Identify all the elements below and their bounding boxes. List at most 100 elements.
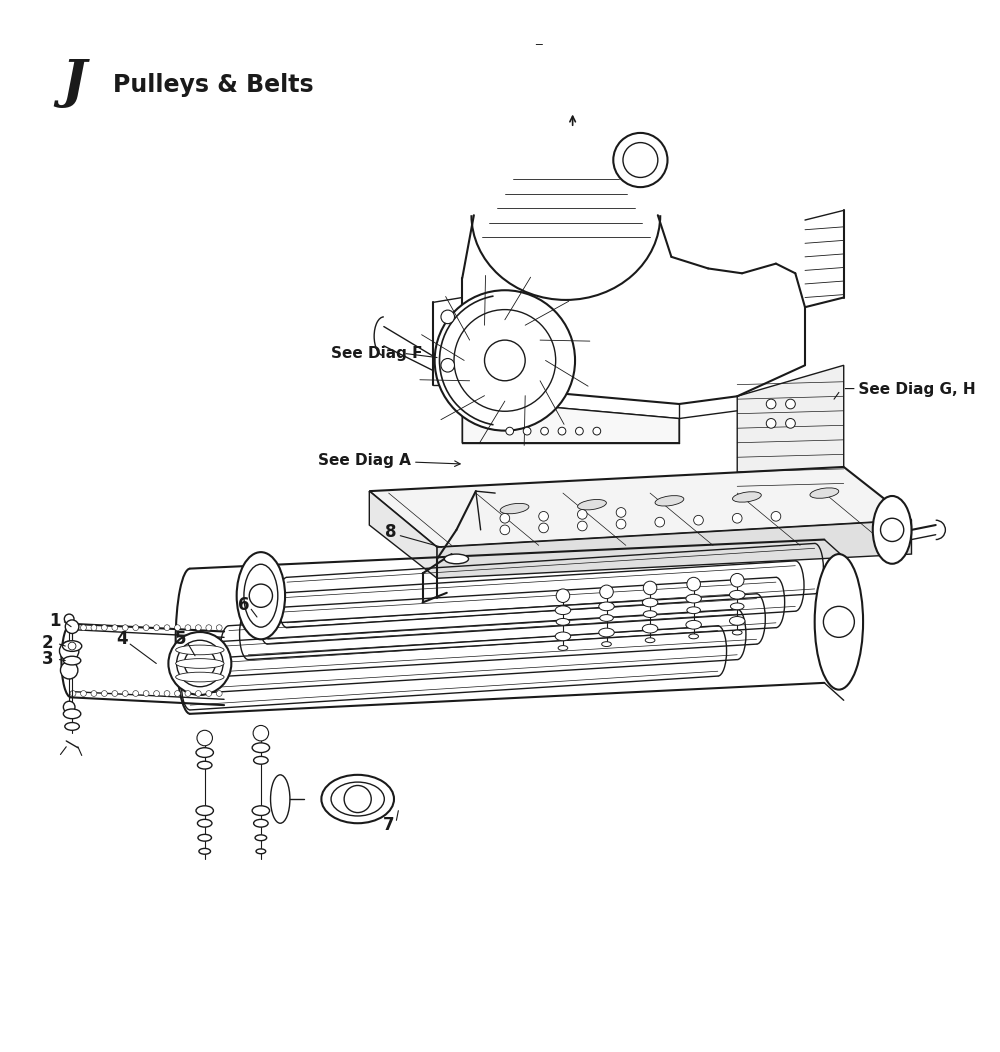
- Ellipse shape: [254, 756, 268, 764]
- Circle shape: [185, 625, 191, 630]
- Ellipse shape: [556, 619, 570, 625]
- Ellipse shape: [686, 594, 701, 603]
- Ellipse shape: [256, 849, 266, 854]
- Ellipse shape: [444, 554, 469, 564]
- Text: 1: 1: [49, 612, 60, 630]
- Circle shape: [65, 620, 79, 633]
- Circle shape: [500, 525, 510, 534]
- Circle shape: [68, 642, 76, 650]
- Text: 8: 8: [385, 523, 396, 541]
- Text: 4: 4: [117, 630, 128, 648]
- Circle shape: [441, 310, 455, 324]
- Ellipse shape: [686, 621, 701, 629]
- Ellipse shape: [255, 835, 267, 841]
- Ellipse shape: [197, 762, 212, 769]
- Circle shape: [185, 690, 191, 696]
- Circle shape: [694, 515, 703, 525]
- Ellipse shape: [63, 709, 81, 719]
- Circle shape: [143, 625, 149, 630]
- Ellipse shape: [252, 743, 270, 752]
- Circle shape: [122, 625, 128, 630]
- Ellipse shape: [687, 607, 700, 613]
- Text: 6: 6: [238, 596, 249, 614]
- Text: See Diag F: See Diag F: [331, 346, 422, 361]
- Circle shape: [164, 690, 170, 696]
- Circle shape: [154, 625, 159, 630]
- Circle shape: [732, 513, 742, 523]
- Text: 7: 7: [383, 816, 394, 834]
- Ellipse shape: [321, 775, 394, 824]
- Circle shape: [593, 427, 601, 434]
- Text: See Diag A: See Diag A: [318, 452, 411, 468]
- Circle shape: [216, 690, 222, 696]
- Ellipse shape: [733, 491, 761, 502]
- Ellipse shape: [65, 723, 79, 730]
- Text: ─: ─: [535, 39, 542, 48]
- Circle shape: [112, 690, 118, 696]
- Circle shape: [101, 690, 107, 696]
- Ellipse shape: [655, 495, 684, 506]
- Text: 2: 2: [42, 634, 54, 652]
- Ellipse shape: [454, 309, 556, 411]
- Circle shape: [344, 786, 371, 812]
- Circle shape: [613, 133, 668, 187]
- Circle shape: [175, 625, 180, 630]
- Ellipse shape: [555, 606, 571, 614]
- Circle shape: [81, 625, 86, 630]
- Circle shape: [63, 702, 75, 713]
- Circle shape: [823, 606, 854, 638]
- Ellipse shape: [815, 554, 863, 690]
- Circle shape: [91, 690, 97, 696]
- Circle shape: [786, 399, 795, 409]
- Circle shape: [216, 625, 222, 630]
- Polygon shape: [369, 491, 437, 579]
- Ellipse shape: [578, 500, 606, 510]
- Ellipse shape: [176, 645, 224, 654]
- Circle shape: [154, 690, 159, 696]
- Ellipse shape: [168, 632, 231, 695]
- Ellipse shape: [729, 616, 745, 625]
- Ellipse shape: [643, 611, 657, 618]
- Ellipse shape: [196, 748, 213, 757]
- Circle shape: [766, 399, 776, 409]
- Circle shape: [133, 690, 139, 696]
- Circle shape: [766, 419, 776, 428]
- Ellipse shape: [252, 806, 270, 815]
- Ellipse shape: [810, 488, 839, 499]
- Ellipse shape: [642, 599, 658, 607]
- Ellipse shape: [197, 820, 212, 827]
- Ellipse shape: [254, 820, 268, 827]
- Ellipse shape: [176, 659, 224, 668]
- Circle shape: [655, 518, 665, 527]
- Circle shape: [576, 427, 583, 434]
- Circle shape: [539, 511, 548, 521]
- Ellipse shape: [602, 642, 611, 647]
- Circle shape: [70, 625, 76, 630]
- Ellipse shape: [63, 656, 81, 665]
- Circle shape: [730, 573, 744, 587]
- Circle shape: [112, 625, 118, 630]
- Ellipse shape: [729, 590, 745, 599]
- Circle shape: [122, 690, 128, 696]
- Ellipse shape: [62, 641, 82, 651]
- Circle shape: [786, 419, 795, 428]
- Circle shape: [101, 625, 107, 630]
- Polygon shape: [369, 467, 911, 547]
- Circle shape: [881, 519, 904, 542]
- Circle shape: [64, 614, 74, 624]
- Ellipse shape: [237, 552, 285, 640]
- Circle shape: [541, 427, 548, 434]
- Circle shape: [441, 359, 455, 372]
- Ellipse shape: [645, 638, 655, 643]
- Ellipse shape: [873, 495, 911, 564]
- Polygon shape: [737, 365, 844, 501]
- Polygon shape: [462, 399, 679, 443]
- Ellipse shape: [196, 806, 213, 815]
- Circle shape: [687, 578, 700, 591]
- Ellipse shape: [642, 624, 658, 633]
- Text: Pulleys & Belts: Pulleys & Belts: [113, 73, 313, 97]
- Circle shape: [623, 143, 658, 178]
- Ellipse shape: [599, 628, 614, 636]
- Circle shape: [523, 427, 531, 434]
- Circle shape: [577, 521, 587, 531]
